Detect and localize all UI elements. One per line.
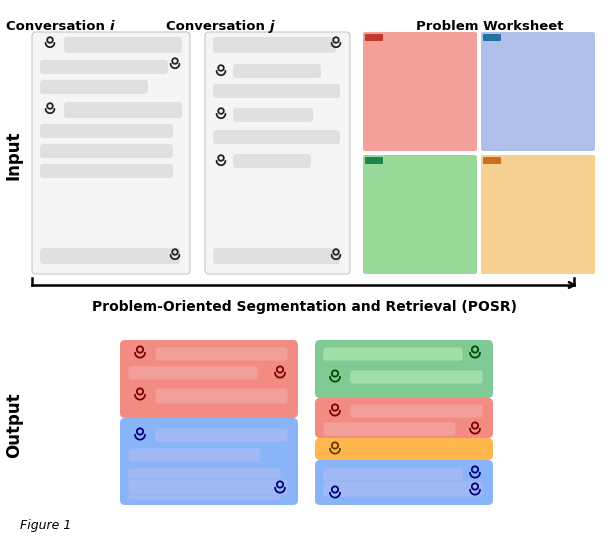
FancyBboxPatch shape [350,404,483,418]
FancyBboxPatch shape [233,64,321,78]
Text: Problem-Oriented Segmentation and Retrieval (POSR): Problem-Oriented Segmentation and Retrie… [91,300,517,314]
FancyBboxPatch shape [213,84,340,98]
Text: j: j [270,20,274,33]
FancyBboxPatch shape [128,486,281,500]
FancyBboxPatch shape [481,155,595,274]
Text: i: i [110,20,114,33]
FancyBboxPatch shape [483,34,501,41]
FancyBboxPatch shape [128,468,281,482]
FancyBboxPatch shape [40,144,173,158]
FancyBboxPatch shape [213,37,336,53]
FancyBboxPatch shape [365,157,383,164]
FancyBboxPatch shape [363,155,477,274]
FancyBboxPatch shape [155,388,288,404]
FancyBboxPatch shape [155,347,288,361]
FancyBboxPatch shape [233,108,313,122]
Text: Conversation: Conversation [7,20,110,33]
FancyBboxPatch shape [213,130,340,144]
FancyBboxPatch shape [40,60,168,74]
FancyBboxPatch shape [315,460,493,505]
FancyBboxPatch shape [128,448,261,462]
Text: Figure 1: Figure 1 [20,518,71,531]
FancyBboxPatch shape [40,248,180,264]
FancyBboxPatch shape [315,398,493,438]
FancyBboxPatch shape [120,418,298,505]
FancyBboxPatch shape [233,154,311,168]
FancyBboxPatch shape [323,481,483,497]
Text: Output: Output [5,392,23,458]
FancyBboxPatch shape [40,80,148,94]
Text: Conversation: Conversation [167,20,270,33]
FancyBboxPatch shape [323,347,463,361]
FancyBboxPatch shape [128,366,258,380]
FancyBboxPatch shape [363,32,477,151]
FancyBboxPatch shape [315,340,493,398]
FancyBboxPatch shape [350,370,483,384]
Text: Input: Input [5,130,23,180]
FancyBboxPatch shape [481,32,595,151]
FancyBboxPatch shape [64,37,182,53]
FancyBboxPatch shape [213,248,340,264]
FancyBboxPatch shape [155,428,288,442]
FancyBboxPatch shape [323,468,463,482]
FancyBboxPatch shape [64,102,182,118]
FancyBboxPatch shape [483,157,501,164]
FancyBboxPatch shape [40,124,173,138]
Text: Problem Worksheet: Problem Worksheet [416,20,564,33]
FancyBboxPatch shape [365,34,383,41]
FancyBboxPatch shape [32,32,190,274]
FancyBboxPatch shape [120,340,298,418]
FancyBboxPatch shape [323,422,456,436]
FancyBboxPatch shape [315,438,493,460]
FancyBboxPatch shape [40,164,173,178]
FancyBboxPatch shape [128,479,288,495]
FancyBboxPatch shape [205,32,350,274]
